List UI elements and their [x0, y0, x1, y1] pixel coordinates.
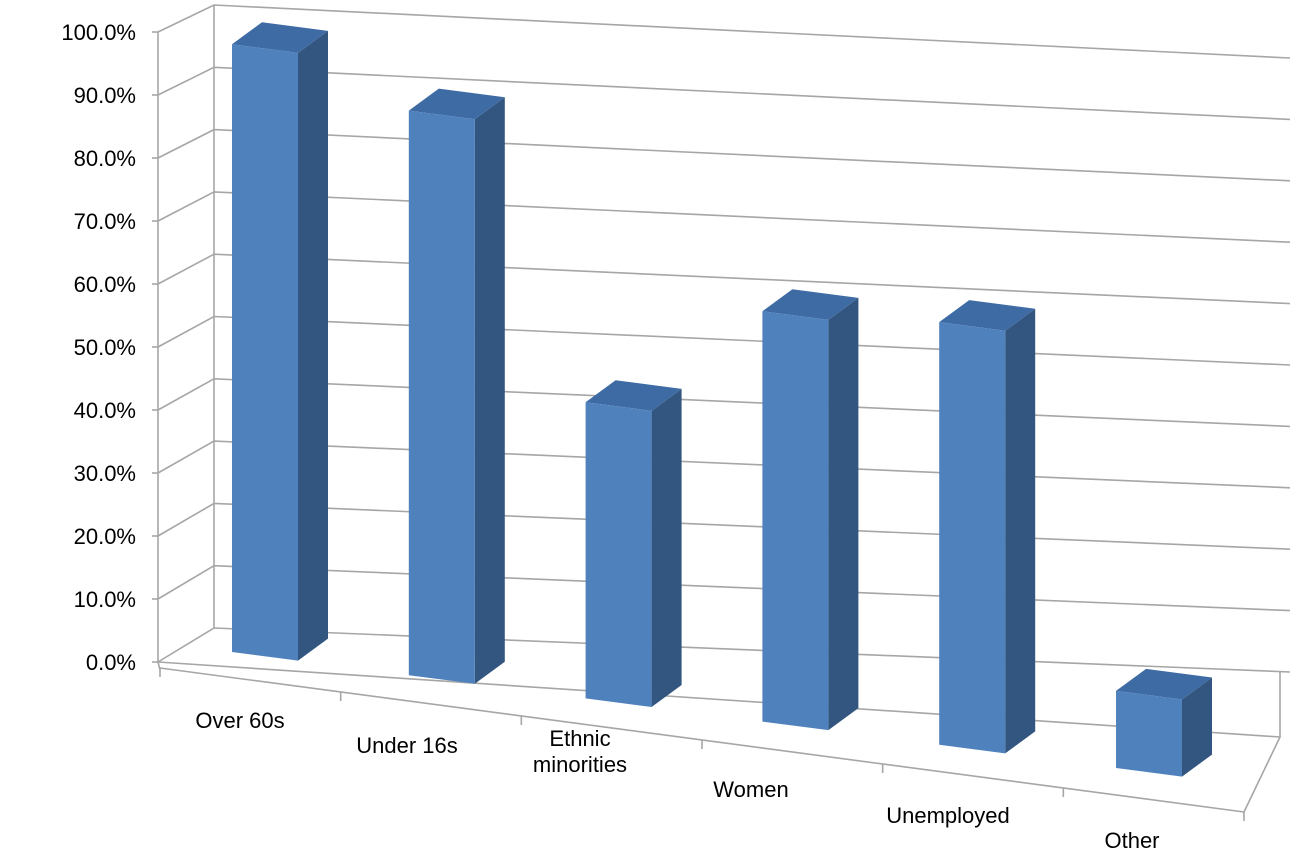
- bar-top: [939, 300, 1036, 331]
- bar-side: [1005, 308, 1036, 754]
- bar: [1116, 668, 1212, 777]
- bar-side: [298, 30, 328, 661]
- y-tick-label: 90.0%: [74, 83, 136, 108]
- floor-front-edge: [1243, 736, 1281, 813]
- bar-front: [585, 402, 652, 707]
- x-tick-label: Other: [1104, 828, 1159, 853]
- y-tick-label: 70.0%: [74, 209, 136, 234]
- bar: [408, 88, 505, 684]
- bar-side: [1182, 677, 1212, 777]
- y-tick-label: 20.0%: [74, 524, 136, 549]
- bars: [232, 22, 1212, 777]
- y-tick-label: 60.0%: [74, 272, 136, 297]
- bar-front: [762, 311, 829, 731]
- bar: [939, 300, 1036, 754]
- y-tick-label: 0.0%: [86, 650, 136, 675]
- x-tick-label: Women: [713, 777, 788, 802]
- bar-front: [939, 322, 1006, 754]
- x-tick-label: Over 60s: [195, 708, 284, 733]
- bar: [232, 22, 328, 661]
- y-tick-label: 50.0%: [74, 335, 136, 360]
- y-tick-label: 10.0%: [74, 587, 136, 612]
- bar-top: [232, 22, 328, 53]
- bar-front: [408, 110, 475, 684]
- bar-top: [408, 88, 505, 120]
- bar: [762, 289, 859, 731]
- bar: [585, 380, 682, 707]
- floor-edge: [157, 661, 1281, 738]
- bar-side: [474, 97, 505, 684]
- y-tick-label: 30.0%: [74, 461, 136, 486]
- y-tick-label: 40.0%: [74, 398, 136, 423]
- y-tick-labels: 0.0% 10.0% 20.0% 30.0% 40.0% 50.0% 60.0% 70.0% 8…: [61, 20, 136, 675]
- x-tick-label: Ethnic minorities: [533, 726, 627, 777]
- bar-front: [1116, 690, 1182, 777]
- bar-side: [651, 388, 682, 707]
- x-tick-labels: Over 60s Under 16s Ethnic minorities Women Un…: [195, 708, 1159, 853]
- bar-front: [232, 44, 298, 661]
- bar-top: [585, 380, 682, 411]
- axes: [152, 5, 1281, 821]
- x-tick-label: Unemployed: [886, 803, 1010, 828]
- y-tick-label: 100.0%: [61, 20, 136, 45]
- x-tick-label: Under 16s: [356, 733, 458, 758]
- bar-top: [1116, 668, 1212, 700]
- y-tick-label: 80.0%: [74, 146, 136, 171]
- bar-top: [762, 289, 859, 320]
- bar-side: [828, 297, 859, 731]
